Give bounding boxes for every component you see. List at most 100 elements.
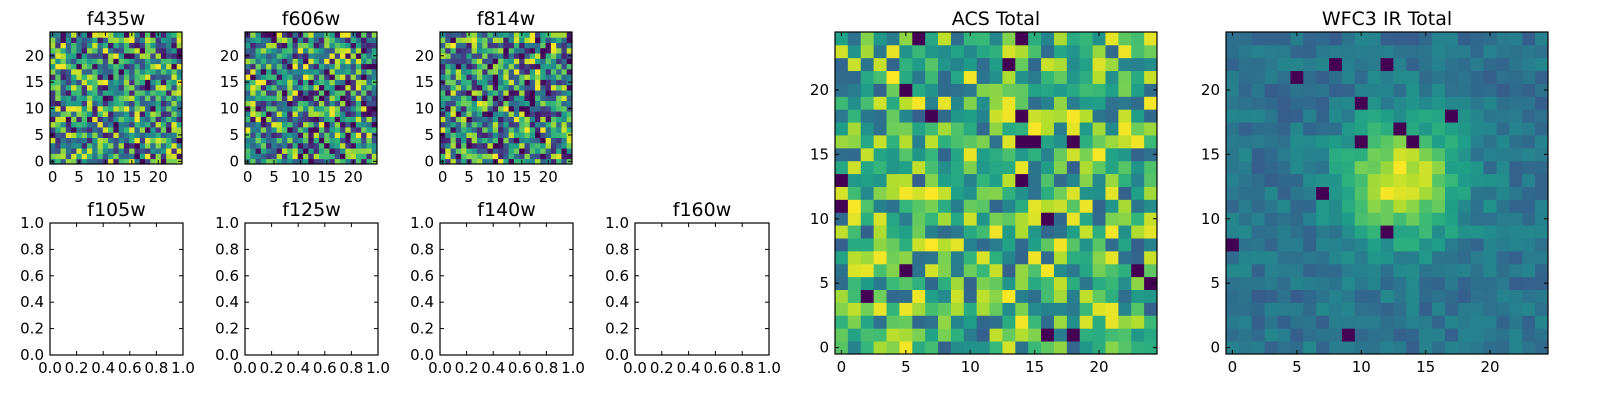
heatmap-cell [950,96,965,110]
heatmap-cell [476,100,483,107]
heatmap-cell [92,95,98,102]
heatmap-cell [340,90,346,96]
heatmap-cell [345,74,351,80]
heatmap-cell [524,137,531,144]
heatmap-cell [1041,109,1055,123]
heatmap-cell [1509,225,1523,239]
heatmap-cell [556,132,562,138]
heatmap-cell [297,142,304,149]
heatmap-cell [340,148,346,154]
heatmap-cell [461,121,467,128]
heatmap-cell [1341,212,1356,226]
heatmap-cell [350,42,357,49]
heatmap-cell [166,111,172,117]
heatmap-cell [1354,315,1369,329]
heatmap-cell [313,58,320,65]
heatmap-cell [886,32,900,46]
heatmap-cell [55,90,61,96]
heatmap-cell [118,53,125,59]
heatmap-cell [123,127,130,133]
heatmap-cell [97,100,104,107]
heatmap-cell [503,116,510,123]
heatmap-cell [566,100,573,107]
heatmap-cell [113,53,120,59]
heatmap-cell [503,95,510,102]
heatmap-cell [65,137,72,144]
heatmap-cell [71,105,77,112]
heatmap-cell [1483,135,1497,149]
heatmap-cell [334,132,341,138]
heatmap-cell [255,142,262,149]
heatmap-cell [65,116,72,123]
heatmap-cell [835,212,849,226]
heatmap-cell [1015,315,1029,329]
heatmap-cell [1105,289,1119,303]
heatmap-cell [250,37,256,43]
x-tick-label: 1.0 [366,359,390,377]
heatmap-cell [81,53,88,59]
heatmap-cell [487,42,494,49]
heatmap-cell [1483,160,1497,175]
heatmap-cell [139,37,146,43]
heatmap-cell [1264,186,1278,200]
heatmap-cell [476,127,483,133]
heatmap-cell [938,44,952,59]
heatmap-cell [860,44,875,59]
y-tick-label: 5 [1210,274,1220,292]
heatmap-cell [1251,212,1266,226]
heatmap-cell [1066,263,1081,278]
heatmap-cell [150,132,156,138]
heatmap-cell [1105,212,1119,226]
heatmap-cell [108,53,114,59]
heatmap-cell [1444,173,1459,187]
heatmap-cell [1264,122,1278,136]
x-tick-label: 15 [122,168,141,186]
heatmap-cell [445,158,451,165]
heatmap-cell [1380,44,1394,59]
heatmap-cell [118,148,125,154]
heatmap-cell [925,328,939,342]
heatmap-cell [1041,135,1055,149]
heatmap-cell [938,173,952,187]
heatmap-cell [989,83,1003,97]
x-tick-label: 1.0 [561,359,585,377]
heatmap-cell [487,116,494,123]
heatmap-cell [508,37,515,43]
heatmap-cell [1264,212,1278,226]
heatmap-cell [860,341,875,355]
heatmap-cell [250,116,256,123]
heatmap-cell [1380,199,1394,213]
heatmap-cell [308,142,315,149]
heatmap-cell [1066,122,1081,136]
heatmap-cell [145,74,151,80]
heatmap-cell [1079,302,1093,316]
heatmap-cell [324,42,330,49]
heatmap-cell [287,32,293,38]
heatmap-cell [345,58,351,65]
heatmap-cell [519,58,525,65]
heatmap-cell [445,63,451,70]
heatmap-cell [535,79,541,86]
heatmap-cell [139,105,146,112]
heatmap-cell [1066,225,1081,239]
heatmap-cell [1264,328,1278,342]
heatmap-cell [1053,135,1068,149]
heatmap-cell [60,42,67,49]
heatmap-cell [1105,341,1119,355]
heatmap-cell [847,173,862,187]
heatmap-cell [245,137,251,144]
heatmap-cell [445,137,451,144]
heatmap-cell [1131,250,1145,265]
heatmap-cell [255,121,262,128]
heatmap-cell [318,90,325,96]
x-tick-label: 1.0 [757,359,781,377]
heatmap-cell [1002,32,1016,46]
heatmap-cell [102,47,109,54]
heatmap-cell [561,111,568,117]
x-tick-label: 10 [96,168,115,186]
heatmap-cell [1092,122,1106,136]
heatmap-cell [118,32,125,38]
heatmap-cell [561,47,568,54]
heatmap-cell [255,137,262,144]
heatmap-cell [1406,70,1420,84]
